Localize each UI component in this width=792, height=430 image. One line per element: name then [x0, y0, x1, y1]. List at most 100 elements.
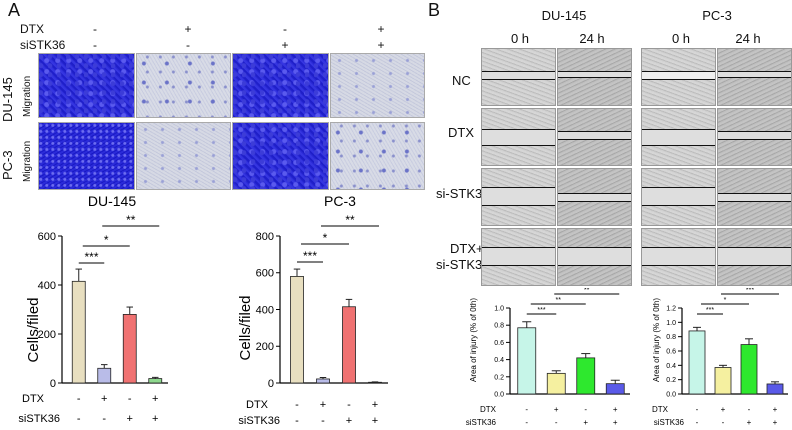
bar — [517, 327, 537, 395]
dtx-sign: - — [128, 393, 132, 405]
sistk36-sign: - — [525, 418, 528, 427]
row-label-nc: NC — [452, 73, 471, 88]
sistk36-sign-2: - — [186, 38, 190, 52]
bar — [97, 367, 112, 384]
wound-image-nc-du145-0h — [481, 48, 556, 106]
dtx-sign: + — [721, 405, 726, 414]
wound-image-sistk36-du145-0h — [481, 168, 556, 226]
chart-ylabel: Cells/filed — [237, 295, 254, 360]
sistk36-sign: - — [295, 415, 299, 427]
y-tick-label: 1.0 — [494, 305, 504, 312]
significance-label: ** — [556, 297, 562, 304]
wound-image-combo-pc3-0h — [641, 228, 716, 286]
time-24h-du145: 24 h — [579, 31, 605, 46]
row-sublabel-migration-2: Migration — [22, 140, 33, 182]
chart-ylabel: Cells/filed — [25, 297, 42, 362]
y-tick-label: 0.2 — [494, 374, 504, 381]
y-tick-label: 400 — [38, 280, 56, 292]
dtx-sign: + — [773, 405, 778, 414]
bar — [122, 314, 137, 384]
micrograph-pc3-dtx — [136, 122, 231, 190]
sistk36-sign-3: + — [281, 38, 289, 52]
sistk36-sign: + — [613, 418, 618, 427]
cell-line-du145: DU-145 — [541, 8, 587, 23]
time-24h-pc3: 24 h — [735, 31, 761, 46]
y-tick-label: 0.0 — [494, 391, 504, 398]
y-tick-label: 0.6 — [666, 348, 676, 355]
sistk36-sign: + — [372, 415, 378, 427]
chart-title: DU-145 — [88, 193, 136, 209]
micrograph-pc3-sistk36 — [232, 122, 329, 190]
sistk36-sign: + — [773, 418, 778, 427]
dtx-sign: - — [295, 399, 299, 411]
chart-pc3-wound: Area of injury (% of 0th) DTX siSTK36 0.… — [652, 288, 788, 427]
dtx-condition-label: DTX — [20, 22, 44, 36]
significance-label: * — [724, 297, 727, 304]
sistk36-sign: + — [152, 413, 158, 425]
y-tick-label: 0.2 — [666, 377, 676, 384]
wound-image-combo-du145-0h — [481, 228, 556, 286]
wound-image-nc-pc3-0h — [641, 48, 716, 106]
significance-label: *** — [746, 288, 754, 294]
row-label-combo-1: DTX+ — [450, 241, 484, 256]
dtx-sign: + — [320, 399, 326, 411]
wound-image-combo-pc3-24h — [717, 228, 792, 286]
dtx-sign: - — [696, 405, 699, 414]
sistk36-sign: + — [346, 415, 352, 427]
sistk36-sign: - — [102, 413, 106, 425]
dtx-sign-3: - — [283, 22, 287, 36]
row-label-du145: DU-145 — [0, 77, 15, 122]
row-label-dtx-wound: DTX — [448, 125, 474, 140]
dtx-sign: - — [748, 405, 751, 414]
significance-label: *** — [84, 250, 98, 264]
y-tick-label: 200 — [38, 329, 56, 341]
significance-label: ** — [345, 213, 355, 227]
y-tick-label: 0.8 — [666, 334, 676, 341]
y-tick-label: 0 — [268, 378, 274, 390]
panel-b-letter: B — [428, 0, 441, 20]
bar — [576, 357, 596, 395]
significance-label: ** — [126, 213, 136, 227]
chart-pc3-cells: PC-3 Cells/filed DTX siSTK36 0 200 400 600 8… — [237, 193, 388, 427]
micrograph-pc3-combo — [330, 122, 425, 190]
sistk36-sign: + — [127, 413, 133, 425]
sistk36-sign: - — [77, 413, 81, 425]
bar — [148, 378, 163, 384]
wound-image-dtx-du145-0h — [481, 108, 556, 166]
bar — [290, 276, 304, 384]
micrograph-du145-combo — [330, 53, 425, 118]
row-label-combo-2: si-STK36 — [436, 257, 490, 272]
sistk36-sign-4: + — [377, 38, 385, 52]
micrograph-du145-dtx — [136, 53, 231, 118]
significance-label: *** — [303, 249, 317, 263]
chart-ylabel: Area of injury (% of 0th) — [652, 298, 661, 382]
wound-image-dtx-pc3-24h — [717, 108, 792, 166]
row-label-dtx: DTX — [246, 399, 269, 411]
y-tick-label: 0.0 — [666, 391, 676, 398]
chart-du145-wound: Area of injury (% of 0th) DTX siSTK36 0.… — [466, 288, 630, 427]
dtx-sign: - — [525, 405, 528, 414]
y-tick-label: 800 — [256, 231, 274, 243]
significance-label: *** — [706, 307, 714, 314]
sistk36-sign: - — [555, 418, 558, 427]
row-label-dtx: DTX — [22, 393, 45, 405]
y-tick-label: 1.0 — [666, 320, 676, 327]
dtx-sign-1: - — [93, 22, 97, 36]
dtx-sign: - — [347, 399, 351, 411]
wound-image-nc-pc3-24h — [717, 48, 792, 106]
wound-image-combo-du145-24h — [557, 228, 632, 286]
y-tick-label: 600 — [256, 268, 274, 280]
row-label-dtx: DTX — [652, 405, 669, 414]
y-tick-label: 0.8 — [494, 323, 504, 330]
dtx-sign: + — [554, 405, 559, 414]
micrograph-du145-sistk36 — [232, 53, 329, 118]
y-tick-label: 600 — [38, 231, 56, 243]
bar — [342, 306, 356, 384]
chart-title: PC-3 — [324, 193, 356, 209]
time-0h-du145: 0 h — [510, 31, 530, 46]
row-label-sistk36: siSTK36 — [18, 413, 60, 425]
bar — [688, 330, 706, 395]
sistk36-condition-label: siSTK36 — [20, 38, 66, 52]
micrograph-pc3-control — [38, 122, 135, 190]
dtx-sign-2: + — [184, 22, 192, 36]
